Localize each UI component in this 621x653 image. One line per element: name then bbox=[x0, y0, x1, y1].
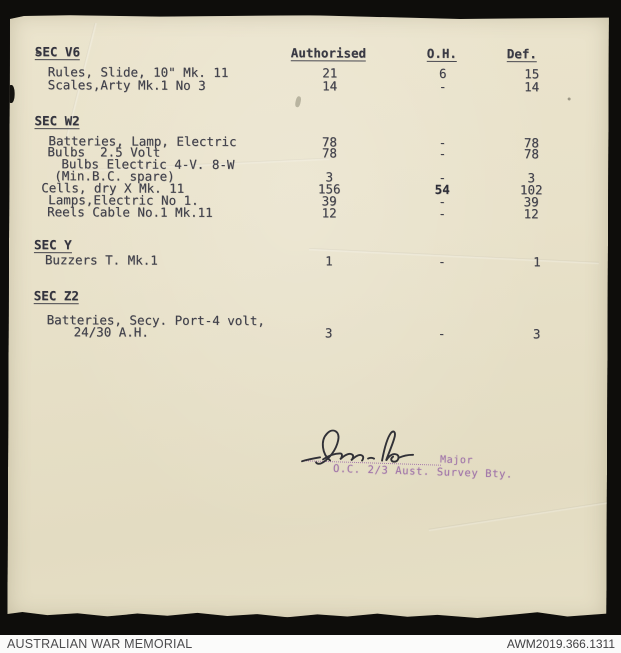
item-label: Buzzers T. Mk.1 bbox=[44, 252, 158, 268]
table-row: Rules, Slide, 10" Mk. 11 21 6 15 bbox=[10, 13, 609, 16]
item-label: 24/30 A.H. bbox=[73, 324, 149, 340]
column-header-oh: O.H. bbox=[426, 45, 457, 61]
section-heading-w2: SEC W2 bbox=[34, 113, 80, 129]
def-value: 3 bbox=[532, 326, 541, 342]
table-row: Cells, dry X Mk. 11 156 54 102 bbox=[10, 13, 609, 16]
table-row: 24/30 A.H. 3 - 3 bbox=[10, 13, 609, 16]
column-header-def: Def. bbox=[506, 46, 537, 62]
table-row: Scales,Arty Mk.1 No 3 14 - 14 bbox=[10, 13, 609, 16]
column-header-authorised: Authorised bbox=[290, 45, 367, 61]
table-row: Bulbs Electric 4-V. 8-W bbox=[10, 13, 609, 16]
edge-tear-mark bbox=[8, 85, 15, 103]
table-row: Reels Cable No.1 Mk.11 12 - 12 bbox=[10, 13, 609, 16]
authorised-value: 3 bbox=[324, 325, 333, 341]
paper-crease bbox=[429, 502, 607, 532]
oh-value: - bbox=[438, 145, 447, 161]
pencil-smudge bbox=[295, 96, 302, 108]
signature bbox=[296, 424, 428, 479]
item-label: Reels Cable No.1 Mk.11 bbox=[47, 204, 213, 220]
document-paper: SEC V6 Authorised O.H. Def. Rules, Slide… bbox=[7, 13, 609, 620]
ink-speck bbox=[568, 97, 571, 100]
authorised-value: 1 bbox=[325, 253, 333, 269]
authorised-value: 78 bbox=[321, 145, 337, 161]
def-value: 12 bbox=[523, 206, 539, 222]
table-row: Bulbs 2.5 Volt 78 - 78 bbox=[10, 13, 609, 16]
stamp-rank-text: Major bbox=[439, 454, 474, 467]
def-value: 78 bbox=[523, 146, 539, 162]
table-row: Buzzers T. Mk.1 1 - 1 bbox=[10, 13, 609, 16]
def-value: 1 bbox=[533, 254, 541, 270]
def-value: 14 bbox=[524, 79, 540, 95]
oh-value: - bbox=[438, 253, 446, 269]
oh-value: - bbox=[438, 78, 447, 94]
oh-value: - bbox=[437, 325, 446, 341]
section-heading-v6: SEC V6 bbox=[34, 44, 81, 60]
table-row: (Min.B.C. spare) 3 - 3 bbox=[10, 13, 609, 16]
section-heading-z2: SEC Z2 bbox=[33, 288, 79, 304]
table-row: Lamps,Electric No 1. 39 - 39 bbox=[10, 13, 609, 16]
catalogue-footer-bar: AUSTRALIAN WAR MEMORIAL AWM2019.366.1311 bbox=[0, 635, 621, 653]
oh-value: - bbox=[438, 205, 446, 221]
authorised-value: 14 bbox=[322, 78, 338, 94]
accession-number: AWM2019.366.1311 bbox=[506, 637, 615, 651]
institution-label: AUSTRALIAN WAR MEMORIAL bbox=[7, 637, 193, 651]
item-label: Scales,Arty Mk.1 No 3 bbox=[47, 77, 206, 93]
section-heading-y: SEC Y bbox=[33, 237, 72, 253]
authorised-value: 12 bbox=[321, 205, 337, 221]
table-row: Batteries, Lamp, Electric 78 - 78 bbox=[10, 13, 609, 16]
table-row: Batteries, Secy. Port-4 volt, bbox=[10, 13, 609, 16]
